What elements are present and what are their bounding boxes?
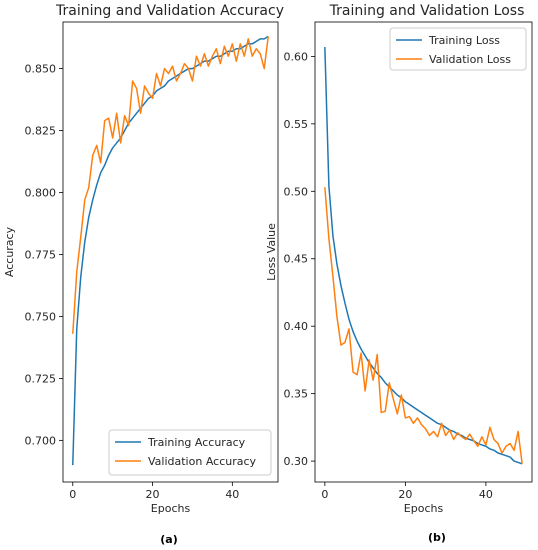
training-series-line (324, 46, 523, 465)
x-tick-label: 40 (225, 488, 239, 501)
legend-label: Training Loss (428, 34, 500, 47)
accuracy-chart: Training and Validation Accuracy 0.700 0.7… (3, 3, 284, 546)
legend: Training Accuracy Validation Accuracy (108, 429, 272, 476)
y-tick-label: 0.40 (284, 320, 309, 333)
y-tick-label: 0.775 (25, 248, 57, 261)
y-tick-label: 0.60 (284, 50, 309, 63)
legend-label: Validation Loss (429, 53, 511, 66)
training-series-line (72, 35, 269, 466)
y-axis-label: Loss Value (265, 223, 278, 281)
y-tick-label: 0.750 (25, 310, 57, 323)
y-axis-label: Accuracy (3, 226, 16, 277)
loss-chart: Training and Validation Loss 0.30 0.35 0.40… (265, 3, 533, 544)
y-tick-label: 0.30 (284, 455, 309, 468)
validation-series-line (324, 187, 523, 464)
y-tick-label: 0.35 (284, 388, 309, 401)
x-axis-label: Epochs (151, 502, 191, 515)
y-tick-label: 0.700 (25, 434, 57, 447)
y-tick-label: 0.50 (284, 185, 309, 198)
validation-series-line (72, 36, 269, 334)
y-tick-label: 0.850 (25, 63, 57, 76)
x-tick-label: 0 (321, 488, 328, 501)
plot-frame (314, 21, 533, 483)
legend-box (389, 27, 527, 71)
figure-caption: (b) (428, 531, 446, 544)
legend-label: Training Accuracy (147, 436, 246, 449)
legend: Training Loss Validation Loss (389, 27, 527, 71)
chart-title: Training and Validation Accuracy (55, 3, 284, 19)
y-tick-label: 0.45 (284, 253, 309, 266)
x-tick-label: 0 (69, 488, 76, 501)
y-tick-label: 0.725 (25, 372, 57, 385)
plot-frame (62, 21, 279, 483)
y-tick-label: 0.55 (284, 118, 309, 131)
x-tick-label: 20 (146, 488, 160, 501)
y-tick-label: 0.800 (25, 187, 57, 200)
legend-box (108, 429, 272, 476)
legend-label: Validation Accuracy (148, 455, 257, 468)
x-axis-label: Epochs (404, 502, 444, 515)
figure-caption: (a) (160, 533, 177, 546)
x-tick-label: 20 (398, 488, 412, 501)
y-tick-label: 0.825 (25, 125, 57, 138)
chart-title: Training and Validation Loss (329, 3, 525, 19)
x-tick-label: 40 (479, 488, 493, 501)
